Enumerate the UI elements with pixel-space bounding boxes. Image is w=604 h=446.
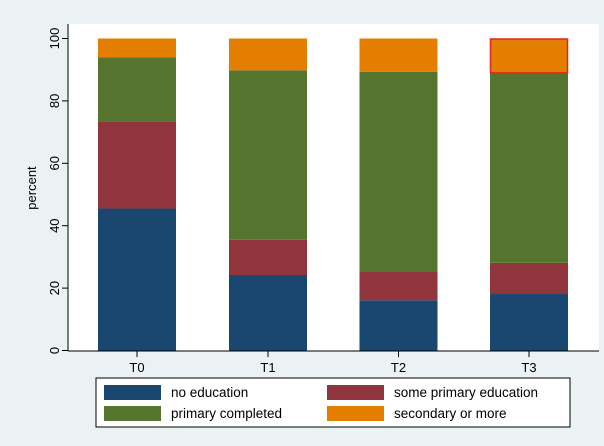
y-tick-label: 80 <box>47 94 62 108</box>
legend-label: primary completed <box>171 406 282 421</box>
highlight-outline <box>489 38 569 74</box>
bar-t1-some-primary-education <box>229 239 307 275</box>
legend-swatch <box>327 406 384 421</box>
bar-t1-no-education <box>229 274 307 351</box>
bar-t3-secondary-or-more <box>490 38 568 74</box>
bar-t1-secondary-or-more <box>229 38 307 71</box>
x-tick-label: T0 <box>129 360 144 375</box>
bar-t1-primary-completed <box>229 70 307 240</box>
highlight-layer <box>489 38 569 74</box>
y-tick-label: 20 <box>47 281 62 295</box>
bar-t2-secondary-or-more <box>359 38 438 72</box>
x-tick-label: T2 <box>391 360 406 375</box>
bar-t3-some-primary-education <box>490 262 568 295</box>
bar-t2-no-education <box>359 300 438 351</box>
bar-t0-primary-completed <box>98 57 176 122</box>
legend-label: secondary or more <box>394 406 507 421</box>
legend-swatch <box>104 406 161 421</box>
legend-swatch <box>327 385 384 400</box>
bar-t2-primary-completed <box>359 71 438 272</box>
x-ticks: T0 T1 T2 T3 <box>129 351 537 375</box>
y-tick-label: 40 <box>47 218 62 232</box>
bar-t0-secondary-or-more <box>98 38 176 58</box>
legend-label: some primary education <box>394 385 538 400</box>
x-tick-label: T3 <box>521 360 536 375</box>
y-tick-label: 60 <box>47 156 62 170</box>
bar-t0-some-primary-education <box>98 121 176 209</box>
bar-t3-no-education <box>490 294 568 351</box>
bars-layer <box>98 38 568 351</box>
y-axis-label: percent <box>24 166 39 210</box>
legend: no education some primary education primar… <box>95 377 571 428</box>
legend-entries: no education some primary education primar… <box>104 385 538 421</box>
y-tick-label: 0 <box>47 347 62 354</box>
legend-swatch <box>104 385 161 400</box>
x-tick-label: T1 <box>260 360 275 375</box>
y-tick-label: 100 <box>47 28 62 50</box>
bar-t3-primary-completed <box>490 73 568 263</box>
y-ticks: 0 20 40 60 80 100 <box>47 28 68 354</box>
bar-t0-no-education <box>98 208 176 351</box>
bar-t2-some-primary-education <box>359 271 438 301</box>
legend-label: no education <box>171 385 248 400</box>
